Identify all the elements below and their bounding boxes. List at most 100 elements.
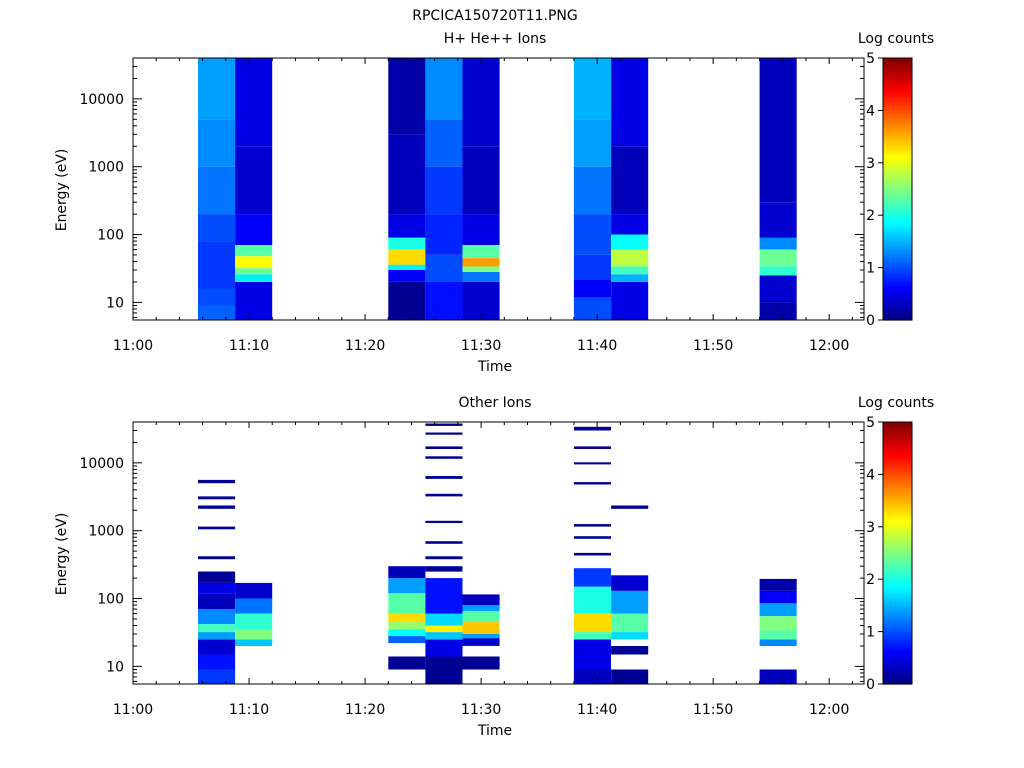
colorbar-swatch xyxy=(883,676,912,680)
spectrogram-cell xyxy=(611,613,649,633)
colorbar-swatch xyxy=(883,71,912,75)
spectrogram-cell xyxy=(388,237,426,250)
spectrogram-cell xyxy=(198,305,236,320)
spectrogram-cell xyxy=(759,669,797,684)
spectrogram-cell xyxy=(235,613,273,630)
spectrogram-cell xyxy=(462,258,500,267)
spectrogram-cell xyxy=(235,598,273,614)
spectrogram-cell xyxy=(573,552,611,556)
colorbar-swatch xyxy=(883,505,912,510)
x-tick-label: 11:40 xyxy=(577,702,617,718)
colorbar-swatch xyxy=(883,296,912,300)
spectrogram-cell xyxy=(573,568,611,587)
colorbar-swatch xyxy=(883,563,912,567)
colorbar-swatch xyxy=(883,618,912,622)
x-tick-label: 12:00 xyxy=(809,338,849,354)
spectrogram-cell xyxy=(611,282,649,320)
x-axis: 11:00 11:10 11:20 11:30 11:40 11:50 12:00 xyxy=(113,58,853,354)
colorbar-swatch xyxy=(883,576,912,580)
spectrogram-cell xyxy=(759,302,797,320)
x-axis: 11:00 11:10 11:20 11:30 11:40 11:50 12:00 xyxy=(113,422,853,718)
colorbar-tick-label: 2 xyxy=(866,208,875,224)
y-tick-label: 10 xyxy=(106,295,124,311)
colorbar-swatch xyxy=(883,450,912,455)
x-tick-label: 11:20 xyxy=(345,702,385,718)
spectrogram-cell xyxy=(611,234,649,250)
x-axis-label: Time xyxy=(477,723,512,739)
spectrogram-cell xyxy=(573,166,611,215)
colorbar-swatch xyxy=(883,220,912,224)
colorbar-swatch xyxy=(883,613,912,617)
spectrogram-cell xyxy=(611,505,649,509)
colorbar-swatch xyxy=(883,545,912,549)
colorbar-swatch xyxy=(883,518,912,523)
spectrogram-cells xyxy=(198,423,797,684)
colorbar-swatch xyxy=(883,665,912,669)
spectrogram-cell xyxy=(388,58,426,135)
spectrogram-cell xyxy=(198,571,236,583)
colorbar-swatch xyxy=(883,317,912,321)
spectrogram-cell xyxy=(235,58,273,147)
colorbar-swatch xyxy=(883,126,912,130)
spectrogram-cell xyxy=(425,446,463,449)
colorbar-swatch xyxy=(883,68,912,72)
colorbar-swatch xyxy=(883,84,912,88)
spectrogram-cell xyxy=(573,58,611,120)
spectrogram-cell xyxy=(425,423,463,426)
colorbar-swatch xyxy=(883,92,912,96)
colorbar-swatch xyxy=(883,427,912,431)
colorbar-swatch xyxy=(883,175,912,180)
spectrogram-cell xyxy=(235,629,273,640)
spectrogram-cell xyxy=(759,616,797,631)
y-tick-label: 100 xyxy=(97,592,124,608)
spectrogram-cell xyxy=(462,58,500,147)
colorbar-swatch xyxy=(883,244,912,248)
colorbar-swatch xyxy=(883,246,912,250)
colorbar-swatch xyxy=(883,152,912,156)
spectrogram-cell xyxy=(462,605,500,612)
colorbar-swatch xyxy=(883,102,912,106)
colorbar-swatch xyxy=(883,304,912,308)
colorbar: 0 1 2 3 4 5 xyxy=(866,51,913,329)
spectrogram-cell xyxy=(425,639,463,657)
colorbar-swatch xyxy=(883,173,912,177)
colorbar-swatch xyxy=(883,581,912,586)
colorbar-swatch xyxy=(883,513,912,517)
spectrogram-cell xyxy=(425,556,463,560)
colorbar-swatch xyxy=(883,463,912,468)
spectrogram-cell xyxy=(425,541,463,544)
y-axis: 10 100 1000 10000 xyxy=(79,57,864,318)
x-tick-label: 11:00 xyxy=(113,702,153,718)
spectrogram-cell xyxy=(462,638,500,646)
colorbar-swatch xyxy=(883,592,912,596)
colorbar-swatch xyxy=(883,435,912,439)
colorbar-swatch xyxy=(883,270,912,274)
colorbar-swatch xyxy=(883,293,912,298)
colorbar-swatch xyxy=(883,497,912,502)
spectrogram-cell xyxy=(425,613,463,626)
colorbar-swatch xyxy=(883,649,912,654)
colorbar-swatch xyxy=(883,136,912,140)
colorbar-swatch xyxy=(883,678,912,682)
colorbar-swatch xyxy=(883,628,912,633)
x-tick-label: 11:40 xyxy=(577,338,617,354)
colorbar-swatch xyxy=(883,223,912,227)
colorbar-swatch xyxy=(883,524,912,528)
spectrogram-cell xyxy=(198,288,236,306)
y-axis-label: Energy (eV) xyxy=(54,513,70,596)
spectrogram-cell xyxy=(425,476,463,479)
spectrogram-cell xyxy=(198,556,236,560)
colorbar-swatch xyxy=(883,657,912,662)
colorbar-swatch xyxy=(883,594,912,599)
colorbar-swatch xyxy=(883,663,912,667)
colorbar-swatch xyxy=(883,115,912,119)
spectrogram-cell xyxy=(462,245,500,258)
colorbar-swatch xyxy=(883,602,912,606)
colorbar-swatch xyxy=(883,264,912,269)
spectrogram-cell xyxy=(573,462,611,465)
spectrogram-cell xyxy=(425,456,463,459)
colorbar-swatch xyxy=(883,105,912,109)
colorbar-swatch xyxy=(883,283,912,287)
x-tick-label: 11:50 xyxy=(693,338,733,354)
colorbar-swatch xyxy=(883,655,912,659)
